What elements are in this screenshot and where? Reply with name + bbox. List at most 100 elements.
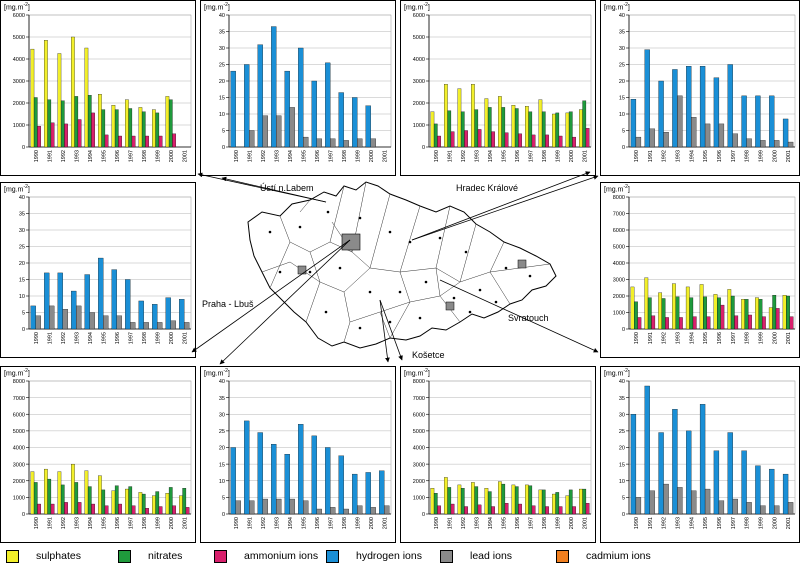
bar <box>718 123 725 148</box>
x-tick-label: 1991 <box>247 150 253 162</box>
x-tick-label: 1990 <box>34 332 40 344</box>
bar <box>352 97 358 148</box>
x-tick-label: 1993 <box>274 150 280 162</box>
y-tick-label: 25 <box>19 245 25 251</box>
bar <box>131 505 136 515</box>
x-tick-label: 2000 <box>569 517 575 529</box>
x-tick-label: 1993 <box>74 150 80 162</box>
bar <box>555 112 560 148</box>
station-label-hradec: Hradec Králové <box>456 183 519 193</box>
bar <box>706 316 711 330</box>
x-tick-label: 1995 <box>703 332 709 344</box>
bar <box>474 109 479 148</box>
bar <box>518 503 522 515</box>
chart-svratouch-major: [mg.m-2] 0 1000 2000 3000 4000 5000 6000 7000 80… <box>600 182 800 358</box>
bar <box>582 488 587 515</box>
x-tick-label: 2000 <box>772 332 778 344</box>
bar <box>568 111 573 148</box>
bar <box>744 299 749 330</box>
station-label-praha: Praha - Lbuš <box>202 299 254 309</box>
x-tick-label: 2001 <box>786 150 792 162</box>
y-tick-label: 0 <box>622 327 625 333</box>
y-tick-label: 30 <box>619 46 625 52</box>
bar <box>699 404 706 515</box>
bar <box>311 435 317 515</box>
bar <box>155 491 160 515</box>
y-tick-label: 5000 <box>613 245 625 251</box>
legend-swatch <box>214 550 227 563</box>
y-tick-label: 2000 <box>413 101 425 107</box>
y-tick-label: 15 <box>619 462 625 468</box>
praha-region <box>341 233 361 251</box>
legend-swatch <box>326 550 339 563</box>
bar <box>585 128 590 148</box>
y-tick-label: 6000 <box>13 13 25 19</box>
x-tick-label: 2001 <box>182 332 188 344</box>
bar <box>704 488 711 515</box>
bar <box>531 134 536 148</box>
y-tick-label: 2000 <box>613 294 625 300</box>
x-tick-label: 1995 <box>703 150 709 162</box>
y-tick-label: 3000 <box>13 79 25 85</box>
bar <box>271 444 277 515</box>
x-tick-label: 1993 <box>675 150 681 162</box>
bar <box>732 133 738 148</box>
x-tick-label: 2000 <box>569 150 575 162</box>
x-tick-label: 1992 <box>662 150 668 162</box>
bar <box>675 296 680 330</box>
legend-swatch <box>6 550 19 563</box>
y-tick-label: 0 <box>222 512 225 518</box>
bar <box>518 133 522 148</box>
y-tick-label: 3000 <box>13 462 25 468</box>
chart-usti-minor: [mg.m-2] 0 5 10 15 20 25 30 35 40 1990 1991 1992 199… <box>200 0 396 176</box>
bar <box>158 135 163 148</box>
bar <box>230 70 236 148</box>
y-tick-label: 35 <box>19 212 25 218</box>
y-tick-label: 15 <box>619 96 625 102</box>
x-tick-label: 2001 <box>582 517 588 529</box>
x-tick-label: 1994 <box>88 517 94 529</box>
y-tick-label: 2000 <box>13 479 25 485</box>
bar <box>514 108 519 148</box>
bar <box>101 109 106 148</box>
x-tick-label: 1992 <box>662 332 668 344</box>
bar <box>33 482 38 515</box>
bar <box>572 136 576 148</box>
bar <box>89 312 95 330</box>
x-tick-label: 1998 <box>142 150 148 162</box>
bar <box>761 316 766 330</box>
bar <box>585 503 590 515</box>
bar <box>330 138 336 148</box>
bar <box>528 111 533 148</box>
bar <box>734 315 739 330</box>
bar <box>555 492 560 515</box>
chart-svg: 0 1000 2000 3000 4000 5000 6000 7000 8000 1990 199… <box>413 379 592 529</box>
bar <box>787 502 794 515</box>
bar <box>782 473 789 515</box>
bar <box>155 112 160 148</box>
x-tick-label: 1995 <box>301 150 307 162</box>
bar <box>545 134 549 148</box>
bar <box>116 315 122 330</box>
x-tick-label: 1998 <box>745 517 751 529</box>
bar <box>541 111 546 148</box>
bar <box>157 322 163 330</box>
y-tick-label: 0 <box>622 145 625 151</box>
x-tick-label: 1996 <box>115 332 121 344</box>
bar <box>33 97 38 148</box>
x-tick-label: 1990 <box>234 517 240 529</box>
x-tick-label: 1990 <box>34 150 40 162</box>
x-tick-label: 2000 <box>772 150 778 162</box>
y-tick-label: 0 <box>22 145 25 151</box>
unit-label: [mg.m-2] <box>4 368 30 378</box>
y-tick-label: 25 <box>219 429 225 435</box>
y-tick-label: 6000 <box>413 412 425 418</box>
bar <box>514 486 519 515</box>
y-tick-label: 5 <box>222 496 225 502</box>
y-tick-label: 6000 <box>13 412 25 418</box>
bar <box>262 498 268 515</box>
bar <box>184 322 190 330</box>
y-tick-label: 35 <box>219 30 225 36</box>
y-tick-label: 10 <box>19 294 25 300</box>
